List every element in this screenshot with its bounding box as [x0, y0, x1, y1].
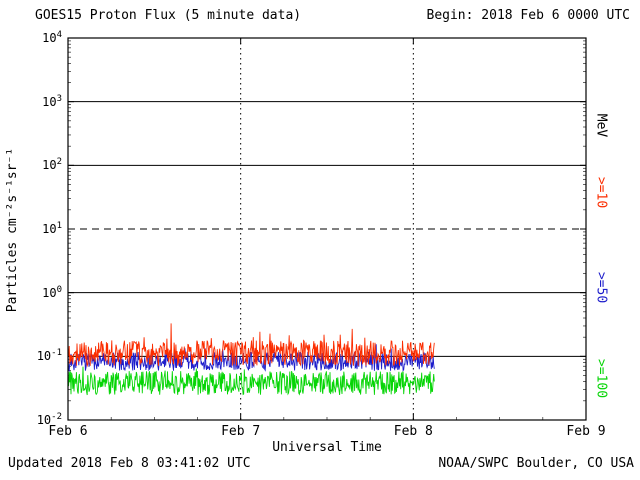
y-tick-label: 101 [42, 221, 62, 236]
credit-label: NOAA/SWPC Boulder, CO USA [438, 456, 634, 471]
chart-title: GOES15 Proton Flux (5 minute data) [35, 8, 302, 23]
y-tick-label: 10-2 [36, 412, 62, 427]
series-label-ge10: >=10 [593, 176, 609, 209]
x-tick-label: Feb 9 [566, 424, 606, 439]
series-label-ge100: >=100 [593, 358, 609, 399]
plot-border [67, 37, 587, 421]
series-label-ge50: >=50 [593, 271, 609, 304]
y-tick-label: 10-1 [36, 348, 62, 364]
y-tick-label: 104 [42, 30, 62, 45]
x-tick-label: Feb 6 [48, 424, 88, 439]
y-tick-label: 100 [42, 284, 62, 300]
x-axis-label: Universal Time [272, 440, 382, 455]
x-tick-label: Feb 7 [221, 424, 261, 439]
updated-timestamp-label: Updated 2018 Feb 8 03:41:02 UTC [8, 456, 251, 471]
flux-trace->=50 [67, 344, 435, 373]
y-tick-label: 103 [42, 93, 62, 109]
flux-trace->=10 [67, 323, 435, 368]
y-tick-label: 102 [42, 157, 62, 173]
x-tick-label: Feb 8 [393, 424, 433, 439]
begin-time-label: Begin: 2018 Feb 6 0000 UTC [426, 8, 631, 23]
flux-trace->=100 [67, 366, 435, 396]
